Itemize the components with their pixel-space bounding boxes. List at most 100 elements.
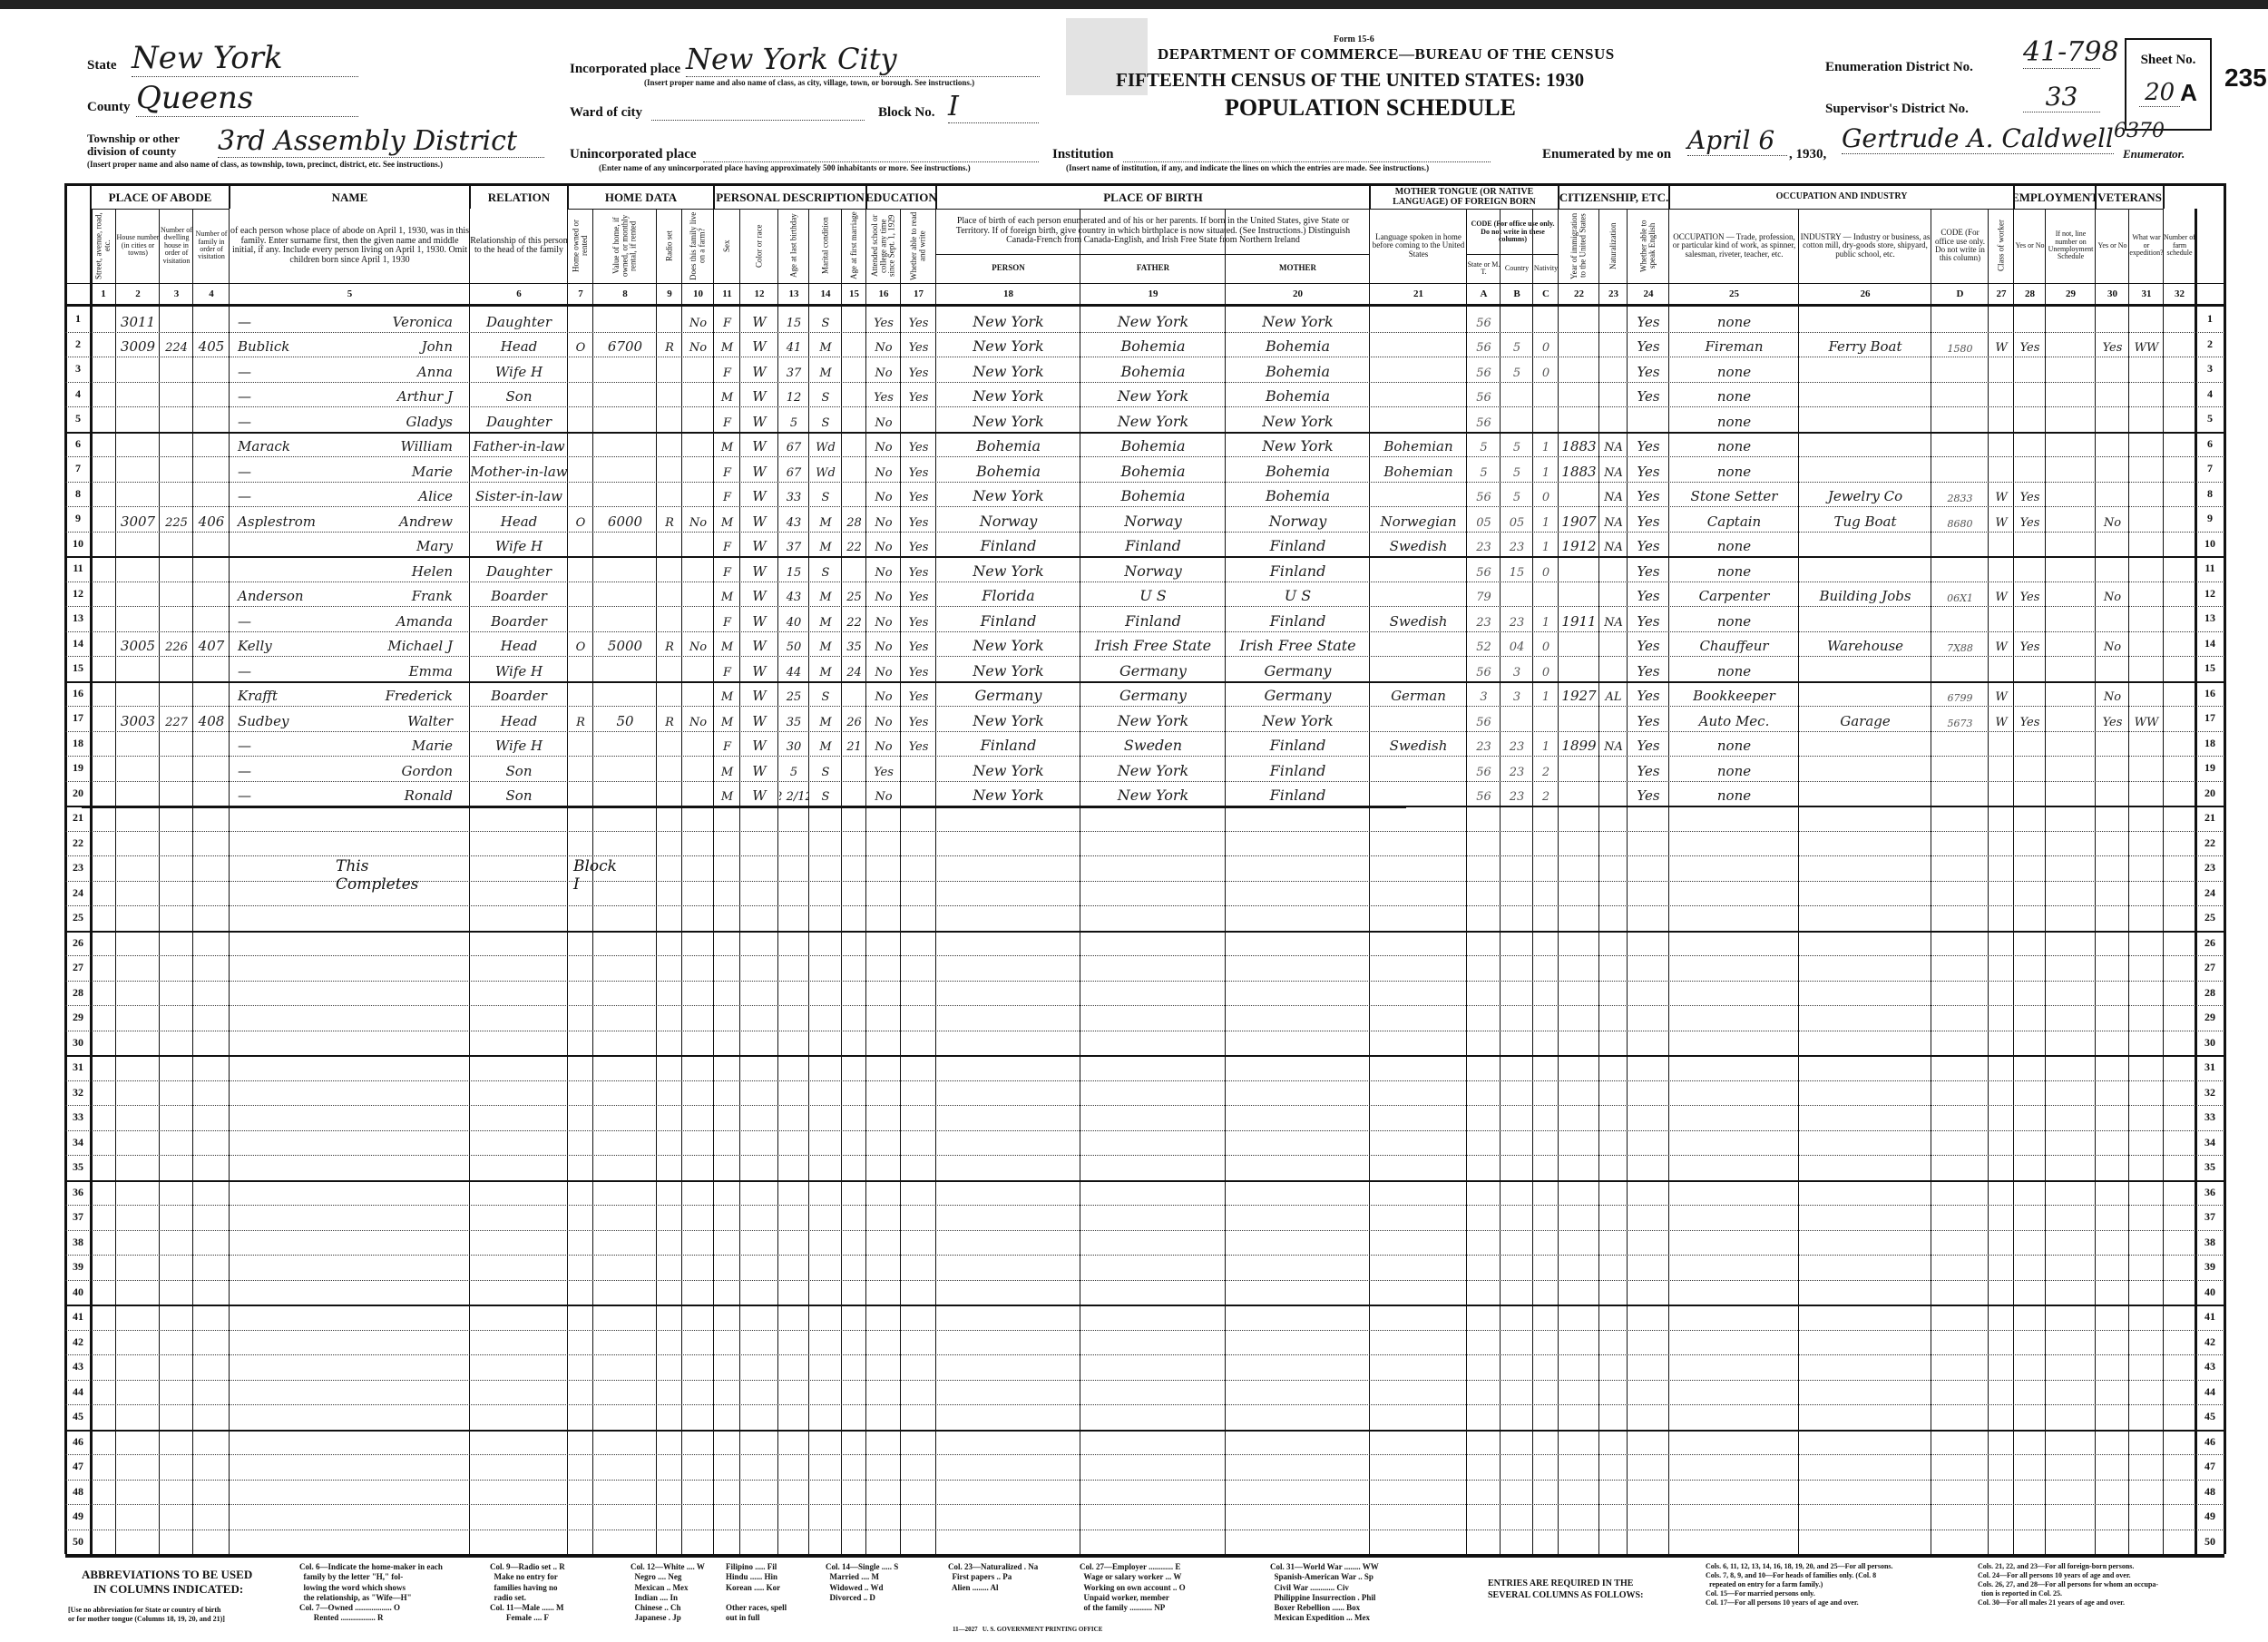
supervisors-district-field[interactable]: 33 xyxy=(2023,82,2100,112)
enumerator-name-field[interactable]: Gertrude A. Caldwell xyxy=(1842,123,2114,154)
cell-code_c: 1 xyxy=(1541,690,1550,704)
line-number-right: 22 xyxy=(2204,836,2215,849)
sheet-number-field[interactable]: 20 xyxy=(2139,79,2181,107)
cell-sex: M xyxy=(720,591,734,604)
cell-age: 41 xyxy=(786,341,802,355)
column-rule xyxy=(1369,209,1370,1554)
enumerated-label: Enumerated by me on xyxy=(1542,147,1672,161)
block-field[interactable]: I xyxy=(948,91,1039,123)
line-number-right: 21 xyxy=(2204,811,2215,825)
column-number: 31 xyxy=(2141,288,2152,299)
row-rule xyxy=(65,556,2224,558)
line-number-right: 14 xyxy=(2204,636,2215,650)
cell-name: — Gordon xyxy=(230,756,469,781)
cell-sex: M xyxy=(720,341,734,355)
row-rule xyxy=(65,980,2224,982)
cell-english: Yes xyxy=(1637,588,1660,604)
line-number-right: 26 xyxy=(2204,935,2215,949)
cell-age: 30 xyxy=(786,740,802,754)
column-rule xyxy=(2163,209,2164,1554)
column-header-occupation: OCCUPATION — Trade, profession, or parti… xyxy=(1672,231,1796,259)
cell-at_work: Yes xyxy=(2019,341,2040,355)
cell-code_c: 0 xyxy=(1541,366,1550,380)
cell-name: — Arthur J xyxy=(230,382,469,407)
line-number-right: 20 xyxy=(2204,786,2215,799)
line-number-right: 24 xyxy=(2204,885,2215,899)
header-bottom-rule xyxy=(65,304,2224,307)
cell-read_write: Yes xyxy=(908,615,929,630)
cell-code_c: 1 xyxy=(1541,515,1550,530)
cell-immigration: 1899 xyxy=(1561,738,1597,754)
cell-language: Bohemian xyxy=(1383,463,1453,480)
line-number-right: 13 xyxy=(2204,611,2215,625)
column-header-race: Color or race xyxy=(754,224,764,268)
cell-birth_person: New York xyxy=(973,412,1044,430)
group-divider xyxy=(90,183,92,209)
column-header-birth_father: FATHER xyxy=(1136,263,1170,273)
cell-english: Yes xyxy=(1637,787,1660,804)
county-field[interactable]: Queens xyxy=(136,80,358,117)
enumeration-district-field[interactable]: 41-798 xyxy=(2023,36,2119,69)
cell-school: No xyxy=(875,441,893,454)
cell-relation: Wife H xyxy=(494,538,543,554)
enumeration-date-field[interactable]: April 6 xyxy=(1687,125,1787,156)
given-name: Walter xyxy=(407,712,453,729)
line-number-right: 50 xyxy=(2204,1534,2215,1548)
cell-veteran: Yes xyxy=(2102,715,2123,729)
cell-class_worker: W xyxy=(1995,341,2008,355)
line-number: 37 xyxy=(73,1210,83,1224)
cell-birth_person: New York xyxy=(973,337,1044,355)
institution-field[interactable] xyxy=(1123,147,1491,162)
column-number: 11 xyxy=(722,288,732,299)
column-rule xyxy=(777,209,778,1554)
column-rule xyxy=(567,209,568,1554)
column-number: 9 xyxy=(667,288,672,299)
cell-dwelling: 225 xyxy=(165,515,188,530)
column-number: 17 xyxy=(914,288,924,299)
township-field[interactable]: 3rd Assembly District xyxy=(218,125,544,158)
cell-marital: M xyxy=(819,615,832,630)
surname: Kelly xyxy=(238,638,272,654)
abbrev-col6-7: Col. 6—Indicate the home-maker in each f… xyxy=(299,1562,443,1623)
cell-read_write: Yes xyxy=(908,316,929,330)
sheet-letter: A xyxy=(2180,79,2197,106)
given-name: Arthur J xyxy=(396,388,453,405)
cell-immigration: 1883 xyxy=(1561,463,1597,480)
group-header: VETERANS xyxy=(2097,190,2162,204)
column-rule xyxy=(900,209,901,1554)
cell-school: Yes xyxy=(874,391,894,405)
surname: — xyxy=(238,738,251,754)
line-number-right: 25 xyxy=(2204,911,2215,924)
abbreviations-note: [Use no abbreviation for State or countr… xyxy=(68,1606,225,1623)
column-header-code_b: Country xyxy=(1504,263,1530,272)
cell-code_a: 56 xyxy=(1476,316,1491,330)
cell-industry: Garage xyxy=(1840,712,1891,729)
cell-name: — Amanda xyxy=(230,606,469,631)
cell-name: Marack William xyxy=(230,432,469,457)
line-number-right: 42 xyxy=(2204,1334,2215,1348)
unincorporated-place-field[interactable] xyxy=(703,147,1039,162)
ward-field[interactable] xyxy=(651,105,865,121)
column-number: 32 xyxy=(2175,288,2185,299)
cell-name: — Marie xyxy=(230,731,469,757)
table-top-rule xyxy=(65,183,2224,186)
cell-house: 3009 xyxy=(120,338,156,355)
cell-code_a: 56 xyxy=(1476,715,1491,729)
column-number: 21 xyxy=(1413,288,1423,299)
cell-english: Yes xyxy=(1637,438,1660,454)
cell-sex: F xyxy=(722,491,732,504)
cell-birth_father: Finland xyxy=(1125,537,1181,554)
place-of-birth-instructions: Place of birth of each person enumerated… xyxy=(955,216,1351,246)
line-number: 9 xyxy=(75,512,81,525)
state-field[interactable]: New York xyxy=(132,40,358,77)
cell-naturalization: NA xyxy=(1604,515,1623,530)
cell-code_c: 0 xyxy=(1541,565,1550,580)
row-rule xyxy=(65,1005,2224,1006)
cell-sex: M xyxy=(720,715,734,729)
cell-class_worker: W xyxy=(1995,491,2008,504)
incorporated-place-field[interactable]: New York City xyxy=(686,42,1040,77)
row-rule xyxy=(65,680,2224,683)
cell-code_b: 23 xyxy=(1509,541,1525,554)
column-header-read_write: Whether able to read and write xyxy=(909,211,927,280)
row-rule xyxy=(65,630,2224,632)
